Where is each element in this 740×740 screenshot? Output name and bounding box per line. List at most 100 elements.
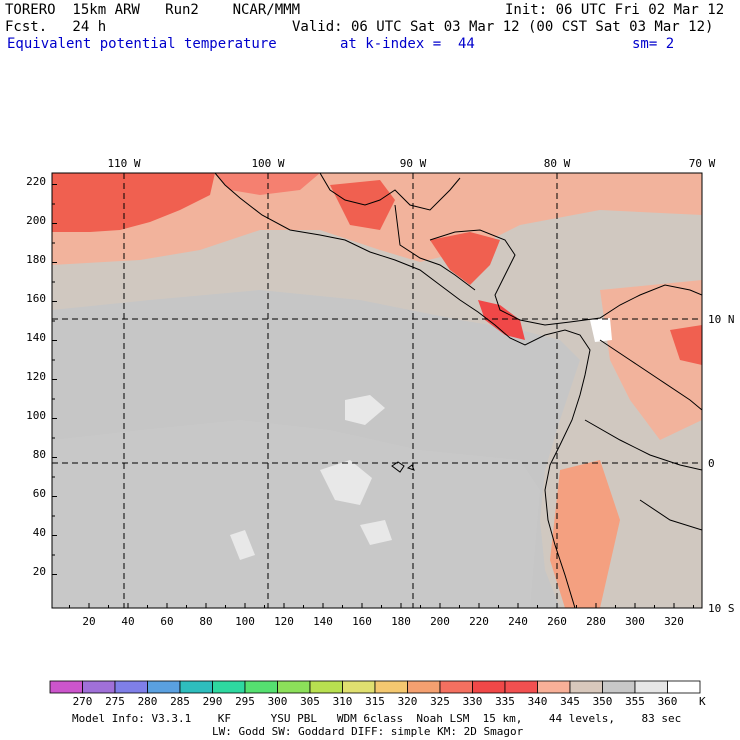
colorbar-swatch xyxy=(569,680,603,694)
lat-label: 10 S xyxy=(708,602,735,615)
map-frame xyxy=(51,172,703,609)
border-colombia-ecuador xyxy=(599,339,702,411)
colorbar-labels: 270 275 280 285 290 295 300 305 310 315 320 325 330 3… xyxy=(73,695,678,708)
colorbar-label: 360 xyxy=(658,695,678,708)
x-tick-label: 180 xyxy=(391,615,411,628)
colorbar-label: 330 xyxy=(463,695,483,708)
field-region-330-northwest xyxy=(52,173,215,232)
pacific-coastline xyxy=(214,173,591,608)
x-tick-label: 60 xyxy=(160,615,173,628)
x-tick-label: 100 xyxy=(235,615,255,628)
x-tick-label: 160 xyxy=(352,615,372,628)
x-tick-label: 280 xyxy=(586,615,606,628)
init-time-label: Init: 06 UTC Fri 02 Mar 12 xyxy=(505,2,725,18)
lat-label: 0 xyxy=(708,457,715,470)
border-peru-brazil xyxy=(639,499,702,531)
y-tick-label: 40 xyxy=(33,526,46,539)
colorbar-swatch xyxy=(179,680,213,694)
colorbar-label: 315 xyxy=(365,695,385,708)
field-region-355-b xyxy=(320,460,372,505)
colorbar-label: 280 xyxy=(138,695,158,708)
y-tick-label: 20 xyxy=(33,565,46,578)
physics-info-line: LW: Godd SW: Goddard DIFF: simple KM: 2D… xyxy=(212,725,524,738)
field-name-label: Equivalent potential temperature xyxy=(7,36,277,52)
y-tick-label: 120 xyxy=(26,370,46,383)
axis-labels: 110 W 100 W 90 W 80 W 70 W 10 N 0 10 S 2… xyxy=(26,157,734,628)
gulf-coastline xyxy=(319,173,461,211)
x-tick-label: 220 xyxy=(469,615,489,628)
x-tick-label: 200 xyxy=(430,615,450,628)
colorbar-label: 350 xyxy=(593,695,613,708)
colorbar-label: 285 xyxy=(170,695,190,708)
x-tick-label: 240 xyxy=(508,615,528,628)
field-region-355-c xyxy=(360,520,392,545)
colorbar-swatch xyxy=(49,680,83,694)
x-tick-label: 260 xyxy=(547,615,567,628)
colorbar xyxy=(49,680,701,694)
forecast-hour-label: Fcst. 24 h xyxy=(5,19,107,35)
border-ecuador-peru xyxy=(584,419,702,471)
coastlines xyxy=(214,173,702,608)
colorbar-label: 270 xyxy=(73,695,93,708)
level-label: at k-index = 44 xyxy=(340,36,475,52)
y-tick-label: 80 xyxy=(33,448,46,461)
colorbar-swatch xyxy=(537,680,571,694)
colorbar-label: 335 xyxy=(495,695,515,708)
smoothing-label: sm= 2 xyxy=(632,36,675,52)
field-region-360 xyxy=(590,318,612,342)
field-region-330-honduras xyxy=(430,232,500,285)
model-run-label: TORERO 15km ARW Run2 NCAR/MMM xyxy=(5,2,301,18)
theta-e-field xyxy=(52,173,702,608)
field-region-330-guatemala xyxy=(330,180,395,230)
field-region-355-d xyxy=(230,530,255,560)
lat-label: 10 N xyxy=(708,313,735,326)
colorbar-swatch xyxy=(667,680,701,694)
lon-label: 90 W xyxy=(400,157,427,170)
colorbar-swatch xyxy=(277,680,311,694)
colorbar-unit: K xyxy=(699,695,706,708)
x-tick-label: 80 xyxy=(199,615,212,628)
lon-label: 80 W xyxy=(544,157,571,170)
caribbean-coastline xyxy=(429,229,702,326)
lon-label: 110 W xyxy=(107,157,140,170)
colorbar-swatch xyxy=(634,680,668,694)
colorbar-label: 320 xyxy=(398,695,418,708)
lon-label: 70 W xyxy=(689,157,716,170)
colorbar-label: 340 xyxy=(528,695,548,708)
x-tick-label: 140 xyxy=(313,615,333,628)
x-tick-label: 40 xyxy=(121,615,134,628)
x-tick-label: 300 xyxy=(625,615,645,628)
y-tick-label: 180 xyxy=(26,253,46,266)
colorbar-swatch xyxy=(602,680,636,694)
colorbar-label: 295 xyxy=(235,695,255,708)
graticule xyxy=(52,173,702,608)
colorbar-swatch xyxy=(147,680,181,694)
colorbar-swatch xyxy=(439,680,473,694)
colorbar-swatch xyxy=(374,680,408,694)
x-tick-label: 20 xyxy=(82,615,95,628)
colorbar-swatch xyxy=(212,680,246,694)
colorbar-swatch xyxy=(504,680,538,694)
colorbar-swatch xyxy=(82,680,116,694)
colorbar-swatch xyxy=(342,680,376,694)
y-tick-label: 220 xyxy=(26,175,46,188)
colorbar-label: 355 xyxy=(625,695,645,708)
field-region-355-a xyxy=(345,395,385,425)
field-region-335-peru xyxy=(550,460,620,608)
colorbar-label: 305 xyxy=(300,695,320,708)
colorbar-label: 300 xyxy=(268,695,288,708)
valid-time-label: Valid: 06 UTC Sat 03 Mar 12 (00 CST Sat … xyxy=(292,19,714,35)
x-tick-label: 320 xyxy=(664,615,684,628)
model-info-line: Model Info: V3.3.1 KF YSU PBL WDM 6class… xyxy=(72,712,682,725)
colorbar-label: 345 xyxy=(560,695,580,708)
border-guatemala-honduras xyxy=(394,204,476,291)
field-region-350-south xyxy=(52,420,540,608)
y-tick-label: 60 xyxy=(33,487,46,500)
colorbar-swatch xyxy=(244,680,278,694)
y-tick-label: 100 xyxy=(26,409,46,422)
y-tick-label: 140 xyxy=(26,331,46,344)
colorbar-swatch xyxy=(309,680,343,694)
colorbar-label: 275 xyxy=(105,695,125,708)
field-region-340-colombia xyxy=(600,280,702,440)
